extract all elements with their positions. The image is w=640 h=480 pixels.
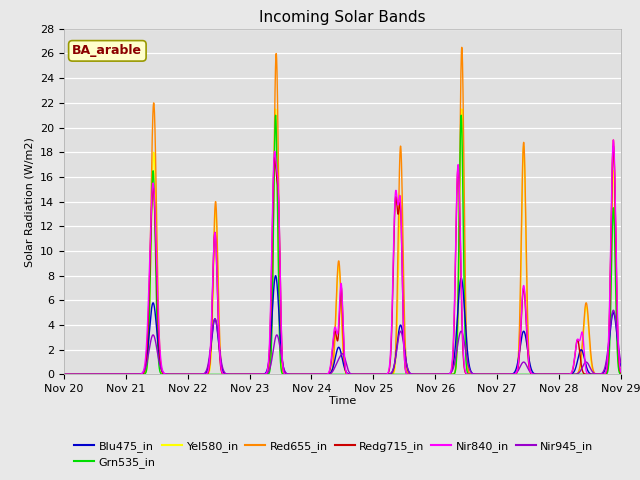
Yel580_in — [563, 372, 571, 377]
Blu475_in — [409, 372, 417, 377]
Blu475_in — [60, 372, 68, 377]
Grn535_in — [588, 372, 595, 377]
Grn535_in — [127, 372, 134, 377]
Redg715_in — [60, 372, 68, 377]
Redg715_in — [273, 179, 281, 184]
Line: Red655_in: Red655_in — [64, 48, 621, 374]
Line: Nir945_in: Nir945_in — [64, 310, 621, 374]
Nir945_in — [566, 372, 573, 377]
Nir840_in — [588, 372, 595, 377]
Yel580_in — [458, 106, 466, 112]
Nir945_in — [563, 372, 570, 377]
Blu475_in — [127, 372, 134, 377]
Line: Yel580_in: Yel580_in — [64, 109, 621, 374]
Red655_in — [408, 372, 416, 377]
Grn535_in — [566, 372, 573, 377]
Grn535_in — [563, 372, 571, 377]
Yel580_in — [566, 372, 573, 377]
Nir840_in — [563, 372, 570, 377]
Nir945_in — [60, 372, 68, 377]
Yel580_in — [127, 372, 134, 377]
Redg715_in — [408, 372, 416, 377]
Nir840_in — [273, 170, 281, 176]
Nir945_in — [127, 372, 134, 377]
Nir840_in — [566, 372, 573, 377]
Nir840_in — [60, 372, 68, 377]
Grn535_in — [409, 372, 417, 377]
Nir840_in — [127, 372, 134, 377]
Nir945_in — [408, 372, 416, 377]
Yel580_in — [60, 372, 68, 377]
Yel580_in — [273, 173, 281, 179]
Red655_in — [60, 372, 68, 377]
Nir945_in — [609, 307, 617, 313]
Blu475_in — [563, 372, 571, 377]
Nir840_in — [609, 137, 617, 143]
Redg715_in — [563, 372, 570, 377]
Red655_in — [617, 371, 625, 376]
Yel580_in — [588, 360, 595, 366]
Grn535_in — [273, 189, 281, 194]
Red655_in — [458, 45, 466, 50]
Red655_in — [566, 372, 573, 377]
Blu475_in — [273, 286, 281, 291]
Grn535_in — [458, 112, 465, 118]
Line: Redg715_in: Redg715_in — [64, 146, 621, 374]
Redg715_in — [588, 372, 595, 377]
Grn535_in — [617, 372, 625, 377]
Redg715_in — [566, 372, 573, 377]
Yel580_in — [408, 372, 416, 377]
Red655_in — [127, 372, 134, 377]
X-axis label: Time: Time — [329, 396, 356, 406]
Redg715_in — [609, 143, 617, 149]
Nir840_in — [408, 372, 416, 377]
Redg715_in — [127, 372, 134, 377]
Line: Blu475_in: Blu475_in — [64, 276, 621, 374]
Red655_in — [563, 372, 571, 377]
Blu475_in — [272, 273, 280, 278]
Line: Grn535_in: Grn535_in — [64, 115, 621, 374]
Text: BA_arable: BA_arable — [72, 44, 142, 57]
Grn535_in — [348, 372, 356, 377]
Redg715_in — [617, 370, 625, 376]
Yel580_in — [617, 371, 625, 377]
Legend: Blu475_in, Grn535_in, Yel580_in, Red655_in, Redg715_in, Nir840_in, Nir945_in: Blu475_in, Grn535_in, Yel580_in, Red655_… — [70, 436, 598, 472]
Grn535_in — [60, 372, 68, 377]
Blu475_in — [617, 363, 625, 369]
Blu475_in — [566, 372, 573, 377]
Title: Incoming Solar Bands: Incoming Solar Bands — [259, 10, 426, 25]
Nir945_in — [273, 332, 281, 338]
Y-axis label: Solar Radiation (W/m2): Solar Radiation (W/m2) — [24, 137, 35, 266]
Nir945_in — [617, 360, 625, 366]
Line: Nir840_in: Nir840_in — [64, 140, 621, 374]
Red655_in — [588, 356, 595, 362]
Blu475_in — [588, 371, 595, 377]
Red655_in — [273, 80, 281, 86]
Nir840_in — [617, 369, 625, 375]
Nir945_in — [588, 367, 595, 373]
